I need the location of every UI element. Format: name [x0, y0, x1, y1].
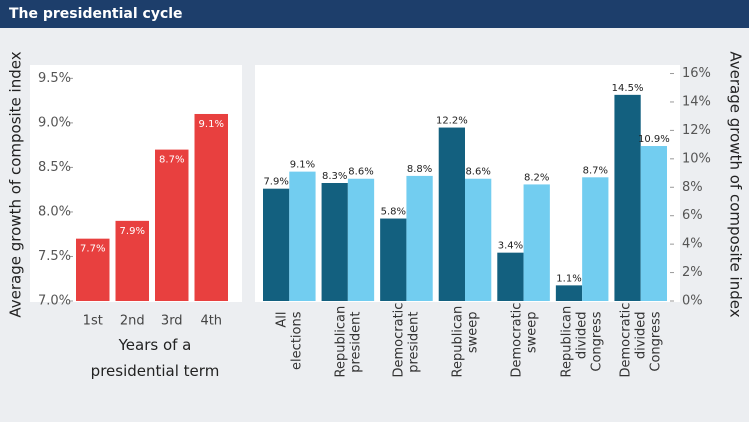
value-label: 8.6%: [348, 167, 373, 178]
y-axis-title: Average growth of composite index: [726, 51, 745, 318]
bar: [263, 188, 290, 301]
value-label: 3.4%: [498, 241, 523, 252]
y-tick-label: 0%: [682, 294, 703, 309]
x-tick-label: Republican president: [332, 305, 363, 378]
y-tick-label: 8.5%: [38, 160, 71, 175]
x-tick-label: Republican sweep: [450, 305, 480, 378]
bar: [76, 238, 110, 301]
x-axis-title: Years of a presidential term: [90, 336, 220, 380]
value-label: 8.8%: [407, 164, 432, 175]
value-label: 8.7%: [159, 155, 184, 166]
y-tick-label: 8.0%: [38, 204, 71, 219]
x-tick-label: Republican divided Congress: [559, 305, 605, 378]
bar: [115, 220, 149, 301]
value-label: 7.7%: [80, 244, 105, 255]
bar: [465, 178, 492, 301]
bar: [640, 146, 667, 301]
bar: [155, 149, 189, 301]
value-label: 5.8%: [381, 207, 406, 218]
y-tick-label: 2%: [682, 265, 703, 280]
x-tick-label: 1st: [83, 314, 103, 329]
bar: [321, 183, 348, 301]
x-tick-label: Democratic divided Congress: [618, 302, 664, 378]
y-tick-label: 16%: [682, 66, 711, 81]
value-label: 8.7%: [583, 165, 608, 176]
y-tick-label: 12%: [682, 123, 711, 138]
y-tick-label: 7.0%: [38, 294, 71, 309]
value-label: 10.9%: [638, 134, 670, 145]
value-label: 9.1%: [290, 160, 315, 171]
value-label: 8.6%: [465, 167, 490, 178]
y-tick-label: 14%: [682, 94, 711, 109]
page-title: The presidential cycle: [9, 6, 183, 22]
bar: [438, 127, 465, 301]
value-label: 9.1%: [199, 119, 224, 130]
bar: [289, 171, 316, 301]
bar: [380, 218, 407, 301]
bar: [497, 252, 524, 301]
value-label: 7.9%: [120, 226, 145, 237]
y-tick-label: 6%: [682, 208, 703, 223]
bar: [555, 285, 583, 301]
bar: [194, 113, 228, 301]
y-tick-label: 4%: [682, 237, 703, 252]
value-label: 7.9%: [263, 177, 288, 188]
x-tick-label: All elections: [274, 311, 305, 370]
y-tick-label: 9.5%: [38, 71, 71, 86]
bar: [614, 94, 641, 301]
value-label: 8.2%: [524, 172, 549, 183]
bar: [347, 178, 375, 301]
value-label: 12.2%: [436, 116, 468, 127]
x-tick-label: Democratic sweep: [508, 302, 539, 378]
x-tick-label: 4th: [200, 314, 222, 329]
y-tick-label: 9.0%: [38, 115, 71, 130]
y-tick-label: 8%: [682, 180, 703, 195]
value-label: 8.3%: [322, 171, 347, 182]
bar: [406, 175, 433, 301]
bar: [582, 177, 609, 301]
x-tick-label: 3rd: [161, 314, 183, 329]
value-label: 1.1%: [556, 273, 581, 284]
y-tick-label: 10%: [682, 151, 711, 166]
y-tick-label: 7.5%: [38, 249, 71, 264]
x-tick-label: Democratic president: [391, 302, 422, 378]
value-label: 14.5%: [612, 83, 644, 94]
bar: [523, 184, 550, 301]
y-axis-title: Average growth of composite index: [6, 51, 25, 318]
x-tick-label: 2nd: [120, 314, 145, 329]
header-bar: [0, 0, 749, 28]
